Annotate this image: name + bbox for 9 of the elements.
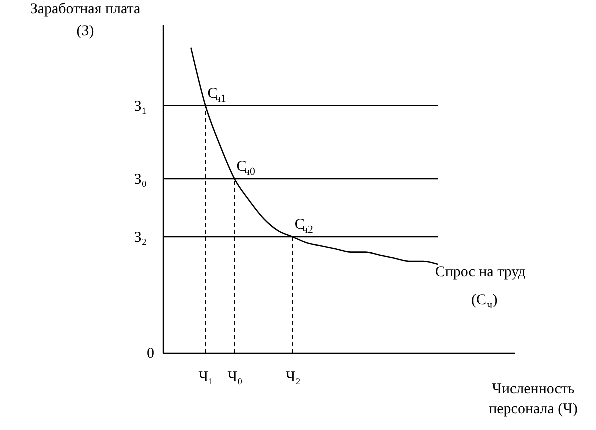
text: 0 (147, 346, 154, 362)
ref-line-label: З₂ (134, 230, 147, 246)
ref-line-label: З₁ (134, 98, 147, 115)
ref-line-label: З₀ (134, 172, 147, 188)
y-axis-title: Заработная плата (З) (30, 2, 141, 40)
x-tick-label: Ч₂ (286, 370, 301, 386)
x-axis-title: Численность персонала (Ч) (489, 382, 578, 418)
x-tick-label: Ч₁ (198, 370, 214, 386)
x-tick-label: Ч₀ (228, 370, 243, 386)
